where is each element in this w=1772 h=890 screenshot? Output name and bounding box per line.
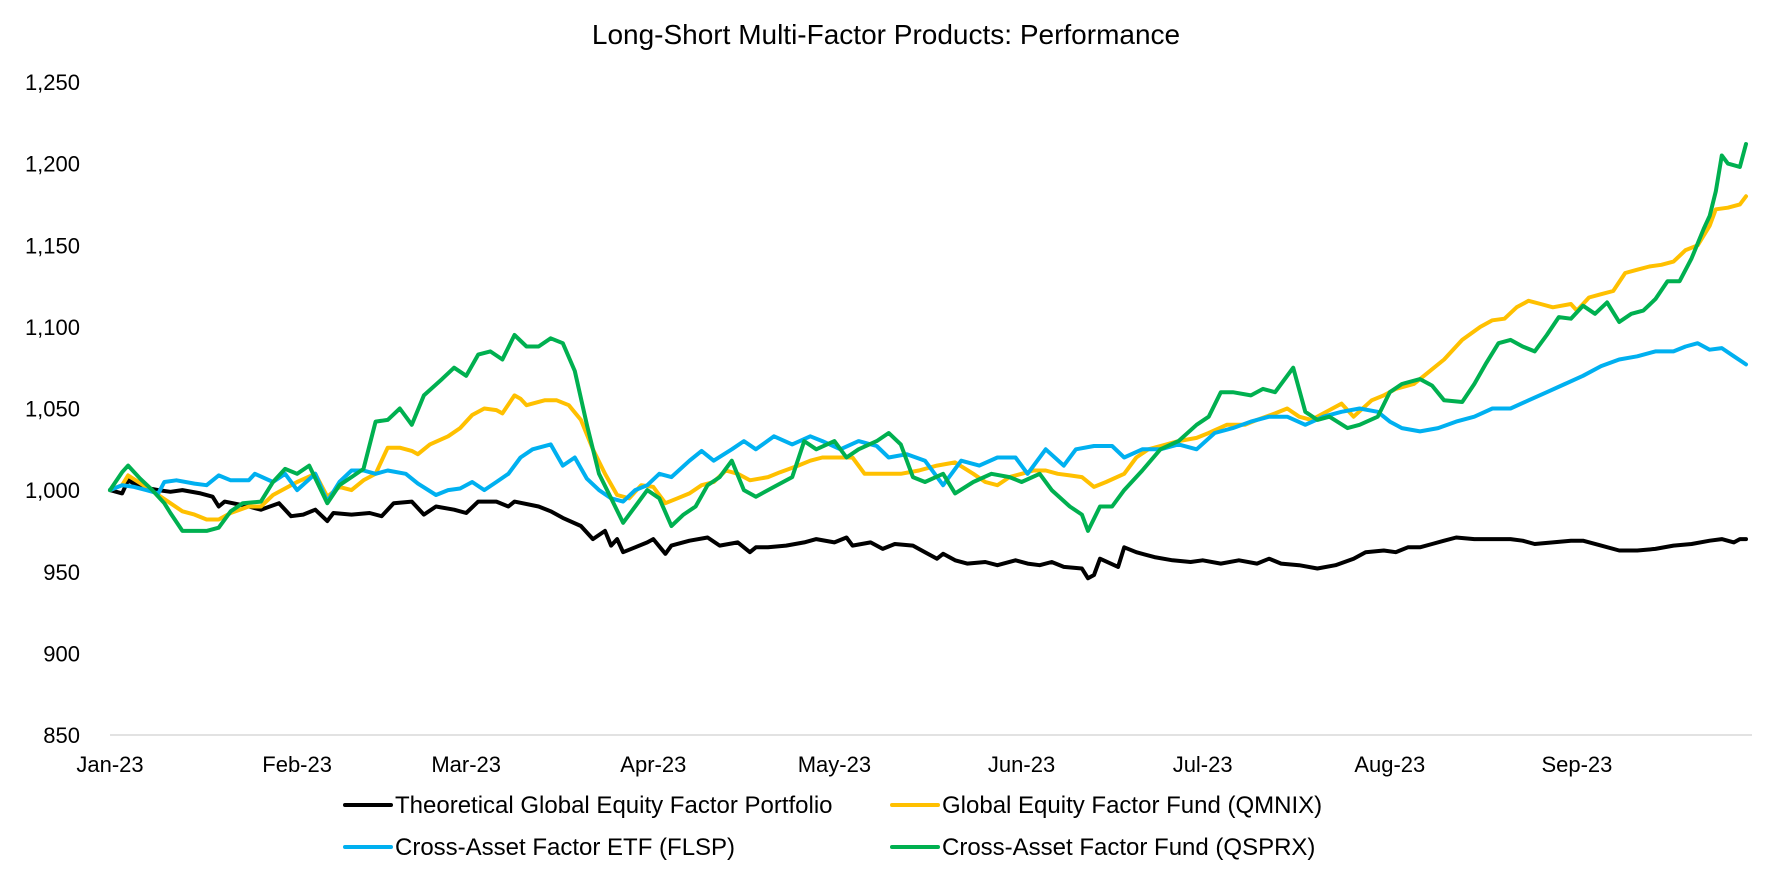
series-line-0 bbox=[108, 478, 1748, 581]
series-line-3 bbox=[108, 142, 1748, 533]
y-tick-label: 1,050 bbox=[25, 397, 80, 422]
y-tick-label: 850 bbox=[43, 723, 80, 748]
y-tick-label: 1,250 bbox=[25, 70, 80, 95]
x-tick-label: Aug-23 bbox=[1354, 752, 1425, 777]
series-line-2 bbox=[108, 341, 1748, 504]
legend-label-3: Cross-Asset Factor Fund (QSPRX) bbox=[942, 834, 1315, 861]
series-layer bbox=[108, 142, 1748, 581]
x-tick-label: Apr-23 bbox=[620, 752, 686, 777]
x-tick-label: May-23 bbox=[798, 752, 871, 777]
legend-label-0: Theoretical Global Equity Factor Portfol… bbox=[395, 792, 833, 819]
x-tick-label: Sep-23 bbox=[1541, 752, 1612, 777]
legend: Theoretical Global Equity Factor Portfol… bbox=[343, 792, 1322, 861]
x-tick-label: Jun-23 bbox=[988, 752, 1055, 777]
y-tick-label: 1,100 bbox=[25, 315, 80, 340]
legend-label-2: Cross-Asset Factor ETF (FLSP) bbox=[395, 834, 735, 861]
y-tick-label: 1,000 bbox=[25, 478, 80, 503]
y-tick-label: 950 bbox=[43, 560, 80, 585]
y-tick-label: 900 bbox=[43, 641, 80, 666]
x-tick-label: Jan-23 bbox=[76, 752, 143, 777]
y-tick-label: 1,150 bbox=[25, 233, 80, 258]
y-axis: 850 900 950 1,000 1,050 1,100 1,150 1,200 1,250 bbox=[25, 70, 80, 748]
x-tick-label: Feb-23 bbox=[262, 752, 332, 777]
chart-title: Long-Short Multi-Factor Products: Perfor… bbox=[592, 19, 1180, 50]
x-tick-label: Jul-23 bbox=[1173, 752, 1233, 777]
y-tick-label: 1,200 bbox=[25, 152, 80, 177]
legend-label-1: Global Equity Factor Fund (QMNIX) bbox=[942, 792, 1322, 819]
x-tick-label: Mar-23 bbox=[431, 752, 501, 777]
x-axis: Jan-23 Feb-23 Mar-23 Apr-23 May-23 Jun-23 Jul-… bbox=[76, 734, 1752, 777]
